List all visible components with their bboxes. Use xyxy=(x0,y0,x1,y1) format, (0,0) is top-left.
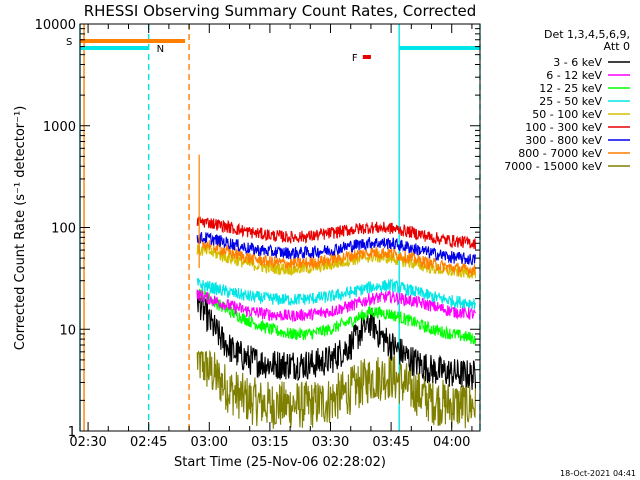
y-tick-label: 1 xyxy=(68,425,76,440)
x-axis-label: Start Time (25-Nov-06 02:28:02) xyxy=(174,455,386,470)
series-line xyxy=(196,216,477,250)
x-tick-label: 02:45 xyxy=(130,435,167,450)
series-line xyxy=(196,237,477,277)
x-tick-label: 03:00 xyxy=(191,435,228,450)
axes: 02:30 02:45 03:00 03:15 03:30 03:45 04:00 1 10 10… xyxy=(35,18,481,450)
x-tick-label: 03:15 xyxy=(251,435,288,450)
flag-bar xyxy=(80,39,186,43)
timestamp-stamp: 18-Oct-2021 04:41 xyxy=(560,469,636,478)
flag-bar xyxy=(399,46,480,50)
flag-bar xyxy=(80,46,149,50)
x-tick-label: 03:45 xyxy=(372,435,409,450)
x-tick-label: 03:30 xyxy=(312,435,349,450)
series-line xyxy=(196,289,476,322)
legend-header-line2: Att 0 xyxy=(604,40,630,53)
x-tick-label: 02:30 xyxy=(69,435,106,450)
chart-title: RHESSI Observing Summary Count Rates, Co… xyxy=(84,2,477,20)
y-tick-label: 100 xyxy=(51,222,76,237)
x-tick-label: 04:00 xyxy=(433,435,470,450)
series-line xyxy=(196,231,477,266)
y-tick-label: 1000 xyxy=(43,120,76,135)
series-line xyxy=(196,349,477,429)
series-line xyxy=(196,291,477,390)
status-flags: S N F xyxy=(66,37,480,64)
legend-label: 300 - 800 keV xyxy=(525,134,602,147)
legend-label: 25 - 50 keV xyxy=(539,95,602,108)
legend-label: 50 - 100 keV xyxy=(532,108,602,121)
flag-label: F xyxy=(352,53,358,64)
y-tick-label: 10000 xyxy=(35,18,76,33)
legend-label: 100 - 300 keV xyxy=(525,121,602,134)
series-line xyxy=(196,288,477,345)
legend-label: 12 - 25 keV xyxy=(539,82,602,95)
flag-bar xyxy=(362,55,371,59)
legend-label: 3 - 6 keV xyxy=(553,56,602,69)
legend-header-line1: Det 1,3,4,5,6,9, xyxy=(544,28,630,41)
flag-label: S xyxy=(66,37,72,48)
legend-label: 6 - 12 keV xyxy=(546,69,602,82)
y-tick-label: 10 xyxy=(59,323,76,338)
flag-label: N xyxy=(157,44,164,55)
series-line xyxy=(196,278,477,310)
y-axis-label: Corrected Count Rate (s⁻¹ detector⁻¹) xyxy=(13,106,28,351)
legend-label: 800 - 7000 keV xyxy=(518,147,602,160)
plot-area xyxy=(79,24,481,431)
legend-label: 7000 - 15000 keV xyxy=(504,160,602,173)
